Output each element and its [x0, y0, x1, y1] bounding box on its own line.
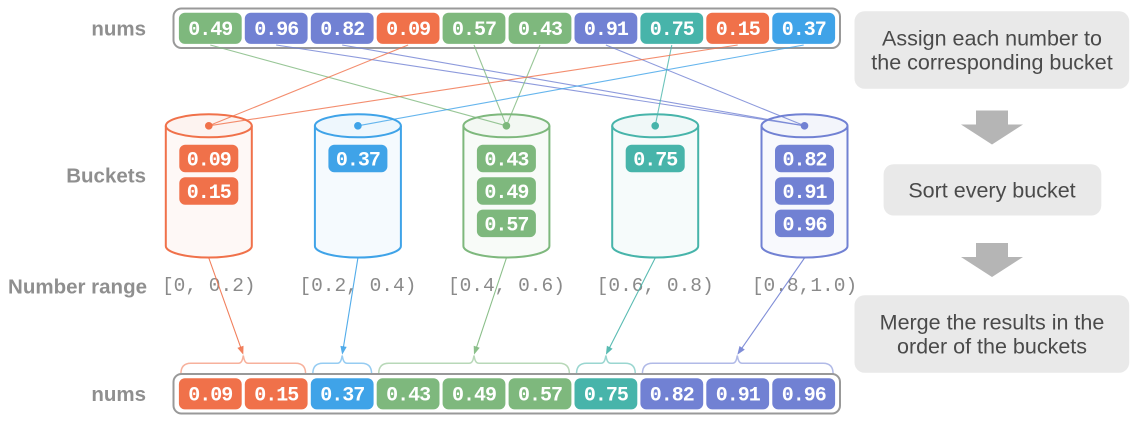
- svg-text:0.09: 0.09: [187, 150, 231, 173]
- svg-text:0.49: 0.49: [484, 182, 528, 205]
- svg-text:0.82: 0.82: [320, 19, 364, 42]
- svg-text:0.09: 0.09: [188, 385, 232, 408]
- svg-text:0.75: 0.75: [633, 150, 677, 173]
- svg-text:[0, 0.2): [0, 0.2): [162, 275, 256, 297]
- svg-text:[0.2, 0.4): [0.2, 0.4): [299, 275, 416, 297]
- svg-text:0.91: 0.91: [716, 385, 761, 408]
- svg-text:0.15: 0.15: [716, 19, 760, 42]
- svg-text:the corresponding bucket: the corresponding bucket: [871, 51, 1112, 75]
- svg-text:Assign each number to: Assign each number to: [882, 27, 1102, 51]
- svg-text:0.37: 0.37: [782, 19, 826, 42]
- svg-text:nums: nums: [91, 17, 146, 40]
- svg-text:0.49: 0.49: [452, 385, 496, 408]
- svg-text:0.37: 0.37: [336, 150, 380, 173]
- svg-text:0.96: 0.96: [782, 214, 826, 237]
- svg-text:[0.8,1.0): [0.8,1.0): [752, 275, 857, 297]
- svg-text:[0.6, 0.8): [0.6, 0.8): [597, 275, 714, 297]
- svg-text:0.15: 0.15: [187, 182, 231, 205]
- svg-text:0.37: 0.37: [320, 385, 364, 408]
- svg-text:0.09: 0.09: [386, 19, 430, 42]
- svg-text:nums: nums: [91, 383, 146, 406]
- svg-text:0.43: 0.43: [386, 385, 430, 408]
- svg-text:0.75: 0.75: [584, 385, 628, 408]
- svg-text:0.75: 0.75: [650, 19, 694, 42]
- svg-text:0.82: 0.82: [782, 150, 826, 173]
- svg-text:0.57: 0.57: [452, 19, 496, 42]
- svg-text:0.57: 0.57: [484, 214, 528, 237]
- svg-text:0.49: 0.49: [188, 19, 232, 42]
- svg-text:0.43: 0.43: [484, 150, 528, 173]
- svg-text:0.15: 0.15: [254, 385, 298, 408]
- svg-text:0.57: 0.57: [518, 385, 562, 408]
- svg-text:0.96: 0.96: [782, 385, 826, 408]
- svg-text:0.82: 0.82: [650, 385, 694, 408]
- svg-text:0.91: 0.91: [782, 182, 827, 205]
- svg-text:Sort every bucket: Sort every bucket: [908, 178, 1075, 202]
- svg-text:0.43: 0.43: [518, 19, 562, 42]
- svg-text:0.91: 0.91: [584, 19, 629, 42]
- svg-text:Number range: Number range: [8, 275, 147, 298]
- svg-text:Buckets: Buckets: [66, 164, 146, 187]
- svg-text:0.96: 0.96: [254, 19, 298, 42]
- svg-text:[0.4, 0.6): [0.4, 0.6): [448, 275, 565, 297]
- svg-text:Merge the results in the: Merge the results in the: [880, 311, 1105, 335]
- svg-text:order of the buckets: order of the buckets: [897, 335, 1087, 359]
